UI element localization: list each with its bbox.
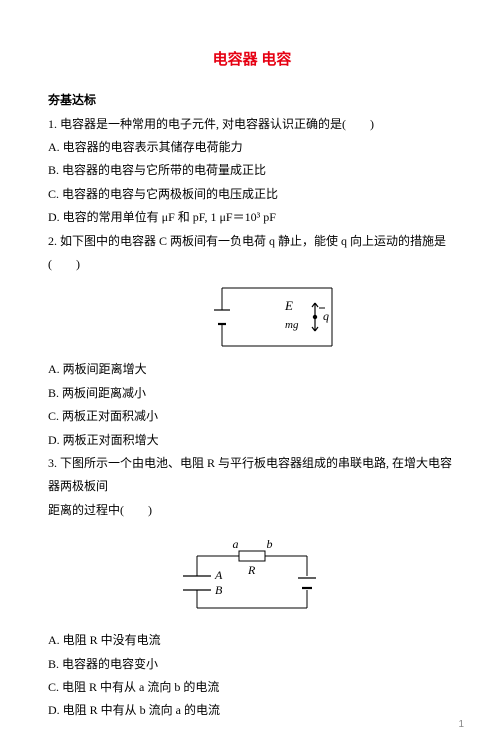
page-number: 1 (458, 715, 464, 735)
page-title: 电容器 电容 (48, 46, 456, 75)
q3-stem-line2: 距离的过程中( ) (48, 499, 456, 522)
svg-text:q: q (323, 309, 329, 323)
q2-stem: 2. 如下图中的电容器 C 两板间有一负电荷 q 静止，能使 q 向上运动的措施… (48, 230, 456, 277)
svg-text:b: b (267, 537, 273, 551)
q3-stem-line1: 3. 下图所示一个由电池、电阻 R 与平行板电容器组成的串联电路, 在增大电容器… (48, 452, 456, 499)
q2-option-d: D. 两板正对面积增大 (48, 429, 456, 452)
svg-text:mg: mg (285, 319, 299, 331)
q3-option-c: C. 电阻 R 中有从 a 流向 b 的电流 (48, 676, 456, 699)
svg-text:a: a (233, 537, 239, 551)
q2-option-a: A. 两板间距离增大 (48, 358, 456, 381)
q1-stem: 1. 电容器是一种常用的电子元件, 对电容器认识正确的是( ) (48, 113, 456, 136)
svg-text:A: A (214, 568, 223, 582)
q2-figure: Emg q (48, 282, 456, 352)
q1-option-a: A. 电容器的电容表示其储存电荷能力 (48, 136, 456, 159)
q1-option-b: B. 电容器的电容与它所带的电荷量成正比 (48, 159, 456, 182)
svg-text:B: B (215, 583, 223, 597)
q2-option-c: C. 两板正对面积减小 (48, 405, 456, 428)
svg-text:R: R (247, 563, 256, 577)
q1-option-c: C. 电容器的电容与它两极板间的电压成正比 (48, 183, 456, 206)
q3-option-b: B. 电容器的电容变小 (48, 653, 456, 676)
q2-option-b: B. 两板间距离减小 (48, 382, 456, 405)
q3-figure: a bR AB (48, 528, 456, 623)
q3-option-d: D. 电阻 R 中有从 b 流向 a 的电流 (48, 699, 456, 722)
svg-text:E: E (284, 298, 293, 313)
section-heading: 夯基达标 (48, 89, 456, 112)
q3-option-a: A. 电阻 R 中没有电流 (48, 629, 456, 652)
q1-option-d: D. 电容的常用单位有 μF 和 pF, 1 μF＝10³ pF (48, 206, 456, 229)
